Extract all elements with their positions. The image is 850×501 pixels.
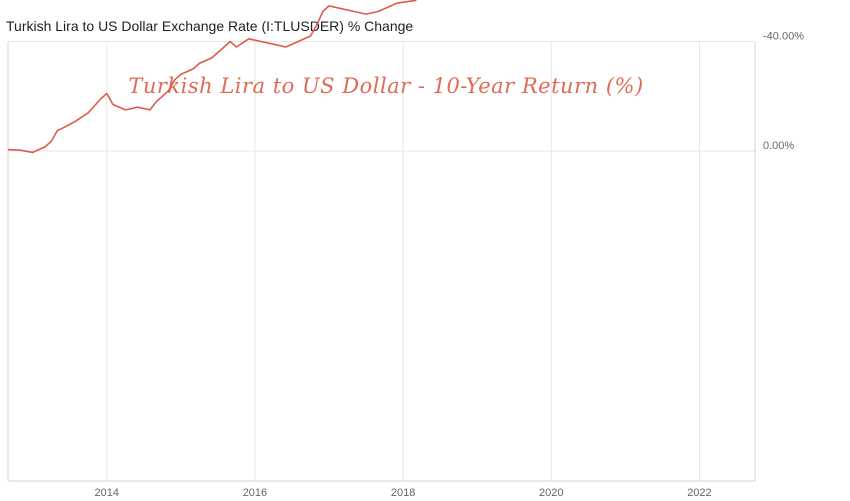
x-tick-label: 2020 (539, 487, 563, 499)
x-tick-label: 2014 (95, 487, 119, 499)
series-line (7, 0, 417, 154)
y-tick-label: 0.00% (763, 140, 794, 152)
series-group (7, 0, 417, 154)
y-tick-label: -40.00% (763, 31, 804, 43)
x-tick-label: 2018 (391, 487, 415, 499)
chart-annotation: Turkish Lira to US Dollar - 10-Year Retu… (128, 74, 643, 98)
chart-title: Turkish Lira to US Dollar Exchange Rate … (6, 18, 414, 34)
x-tick-label: 2022 (687, 487, 711, 499)
x-tick-label: 2016 (243, 487, 267, 499)
tick-labels: 0.00%-40.00%-80.00%-120.0%20142016201820… (95, 31, 805, 500)
grid (7, 41, 756, 482)
